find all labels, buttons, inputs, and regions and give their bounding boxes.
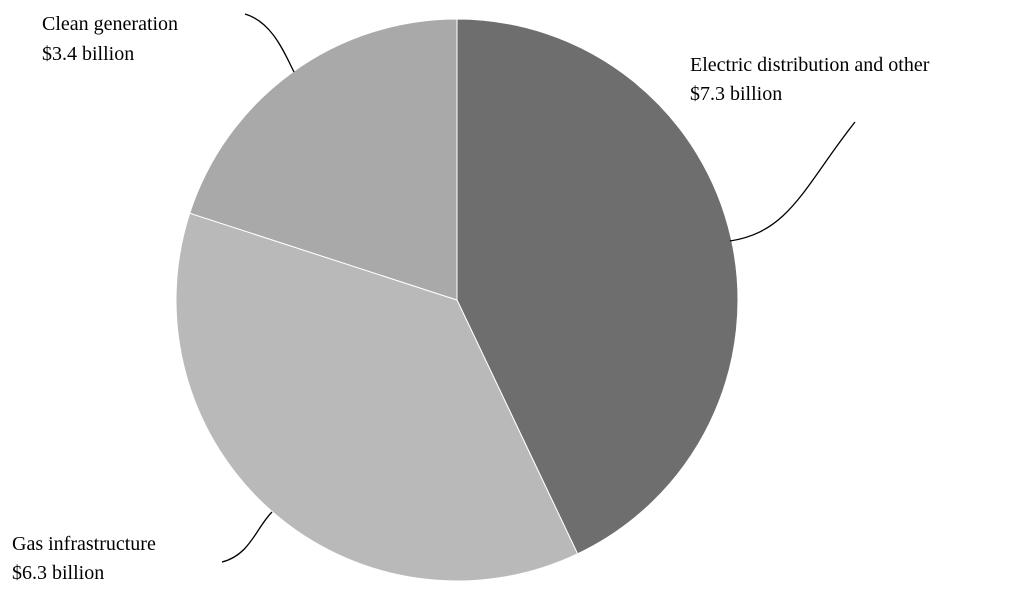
- pie-slice-clean: [189, 18, 458, 301]
- leader-line-clean: [244, 13, 295, 73]
- slice-label-clean: Clean generation: [42, 13, 178, 35]
- slice-value-electric: $7.3 billion: [690, 83, 782, 105]
- leader-lines: [221, 13, 856, 563]
- slice-label-gas: Gas infrastructure: [12, 533, 156, 555]
- slice-label-electric: Electric distribution and other: [690, 54, 930, 76]
- slice-value-clean: $3.4 billion: [42, 43, 134, 65]
- pie-slice-electric: [456, 18, 739, 555]
- leader-line-electric: [729, 121, 856, 242]
- slice-value-gas: $6.3 billion: [12, 562, 104, 584]
- pie-slices: [175, 18, 739, 582]
- slice-labels: Electric distribution and other $7.3 bil…: [12, 13, 930, 584]
- pie-slice-gas: [175, 212, 579, 582]
- leader-line-gas: [221, 511, 273, 563]
